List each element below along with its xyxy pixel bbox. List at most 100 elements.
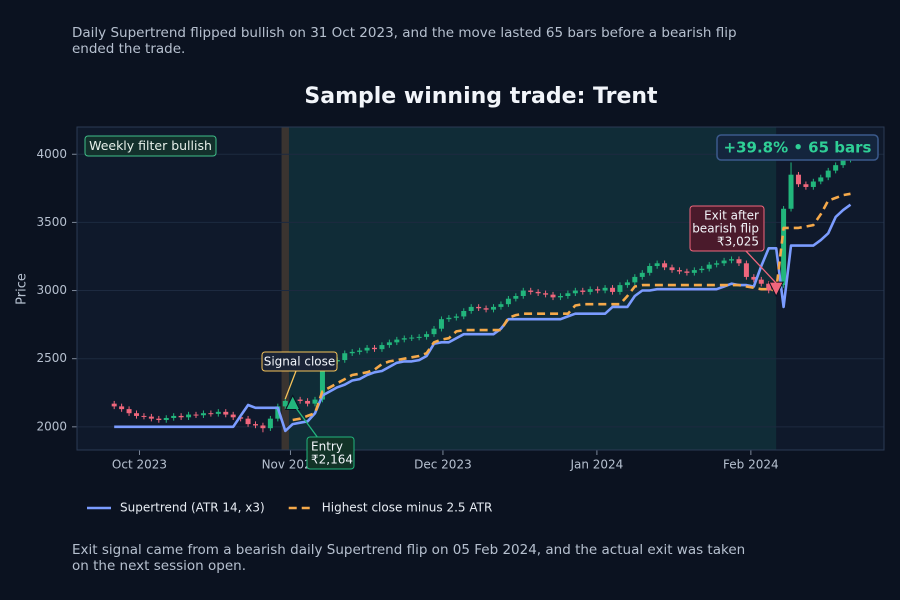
x-tick-label: Oct 2023 [112,458,167,472]
candle-body [409,337,415,339]
candle-body [431,328,437,335]
signal-arrow [284,370,297,400]
candle-body [126,409,132,414]
candle-body [215,411,221,414]
candle-body [758,279,764,284]
candle-body [550,294,556,298]
candle-body [699,268,705,271]
exit-label: bearish flip [692,222,759,236]
candle-body [453,316,459,318]
candle-body [230,414,236,418]
candle-body [706,264,712,269]
candle-body [565,293,571,296]
candle-body [446,317,452,320]
candle-body [528,290,534,292]
candle-body [416,336,422,338]
signal-bar-span [281,127,289,450]
x-tick-label: Feb 2024 [723,458,779,472]
candle-body [721,260,727,264]
candle-body [818,177,824,182]
candle-body [587,289,593,292]
candle-body [275,406,281,419]
candle-body [751,276,757,280]
candle-body [639,272,645,277]
footer-note: Exit signal came from a bearish daily Su… [72,542,746,574]
result-badge: +39.8% • 65 bars [724,139,872,157]
candle-body [810,181,816,187]
y-tick-label: 2000 [36,419,67,433]
candle-body [119,406,125,410]
entry-price-label: ₹2,164 [311,453,353,467]
candle-body [156,418,162,421]
candle-body [543,293,549,295]
candle-body [766,283,772,291]
candle-body [691,270,697,273]
candle-body [372,347,378,350]
candle-body [223,411,229,415]
signal-label-box [261,351,338,372]
candle-body [729,259,735,261]
y-tick-label: 3000 [36,283,67,297]
y-axis-label: Price [15,273,30,305]
candle-body [535,291,541,294]
candle-body [795,174,801,185]
candle-body [788,174,794,209]
candle-body [461,310,467,317]
plot-border [76,126,885,451]
candle-body [676,270,682,272]
candle-body [557,295,563,298]
candle-body [297,399,303,401]
candle-body [743,263,749,277]
candle-body [134,413,140,416]
candle-body [662,263,668,268]
candle-body [505,298,511,305]
candle-body [245,418,251,425]
candle-body [684,271,690,273]
candle-body [610,287,616,292]
candle-body [624,282,630,286]
candle-body [714,263,720,265]
candle-body [312,399,318,404]
candle-body [193,414,199,416]
candle-body [520,290,526,296]
candle-body [513,295,519,299]
x-tick-label: Jan 2024 [569,458,623,472]
candle-body [401,338,407,340]
candle-body [267,418,273,429]
candle-body [208,413,214,415]
candle-body [572,290,578,294]
candle-body [833,165,839,171]
candle-body [319,365,325,400]
candle-body [282,400,288,407]
candle-body [260,425,266,429]
candle-body [386,342,392,346]
candle-body [669,267,675,271]
entry-label-box [306,436,355,470]
candle-body [186,414,192,418]
entry-label: Entry [311,440,343,454]
candle-body [438,319,444,329]
candle-body [632,276,638,283]
candle-body [803,184,809,187]
candle-body [781,208,787,286]
exit-label: Exit after [704,209,759,223]
x-tick-label: Nov 2023 [262,458,320,472]
candle-body [595,289,601,291]
candle-body [476,306,482,309]
candle-body [580,290,586,292]
candle-body [178,415,184,418]
candle-body [394,339,400,343]
candle-body [148,416,154,419]
exit-marker [768,281,784,298]
candle-body [342,353,348,361]
candle-body [357,350,363,352]
candle-body [379,345,385,350]
legend-label: Supertrend (ATR 14, x3) [120,501,265,515]
entry-marker [284,394,301,410]
candle-body [483,308,489,310]
candle-body [736,259,742,264]
candle-body [141,415,147,417]
entry-arrow [295,407,319,439]
